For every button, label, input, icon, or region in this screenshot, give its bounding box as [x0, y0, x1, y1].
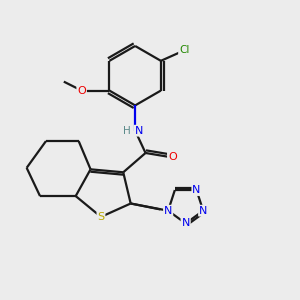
Text: H: H	[123, 126, 131, 136]
Text: S: S	[98, 212, 104, 222]
Text: O: O	[77, 85, 86, 96]
Text: N: N	[164, 206, 172, 216]
Text: N: N	[134, 126, 143, 136]
Text: Cl: Cl	[179, 45, 189, 56]
Text: N: N	[199, 206, 207, 216]
Text: O: O	[168, 152, 177, 162]
Text: N: N	[192, 185, 201, 195]
Text: N: N	[182, 218, 190, 228]
